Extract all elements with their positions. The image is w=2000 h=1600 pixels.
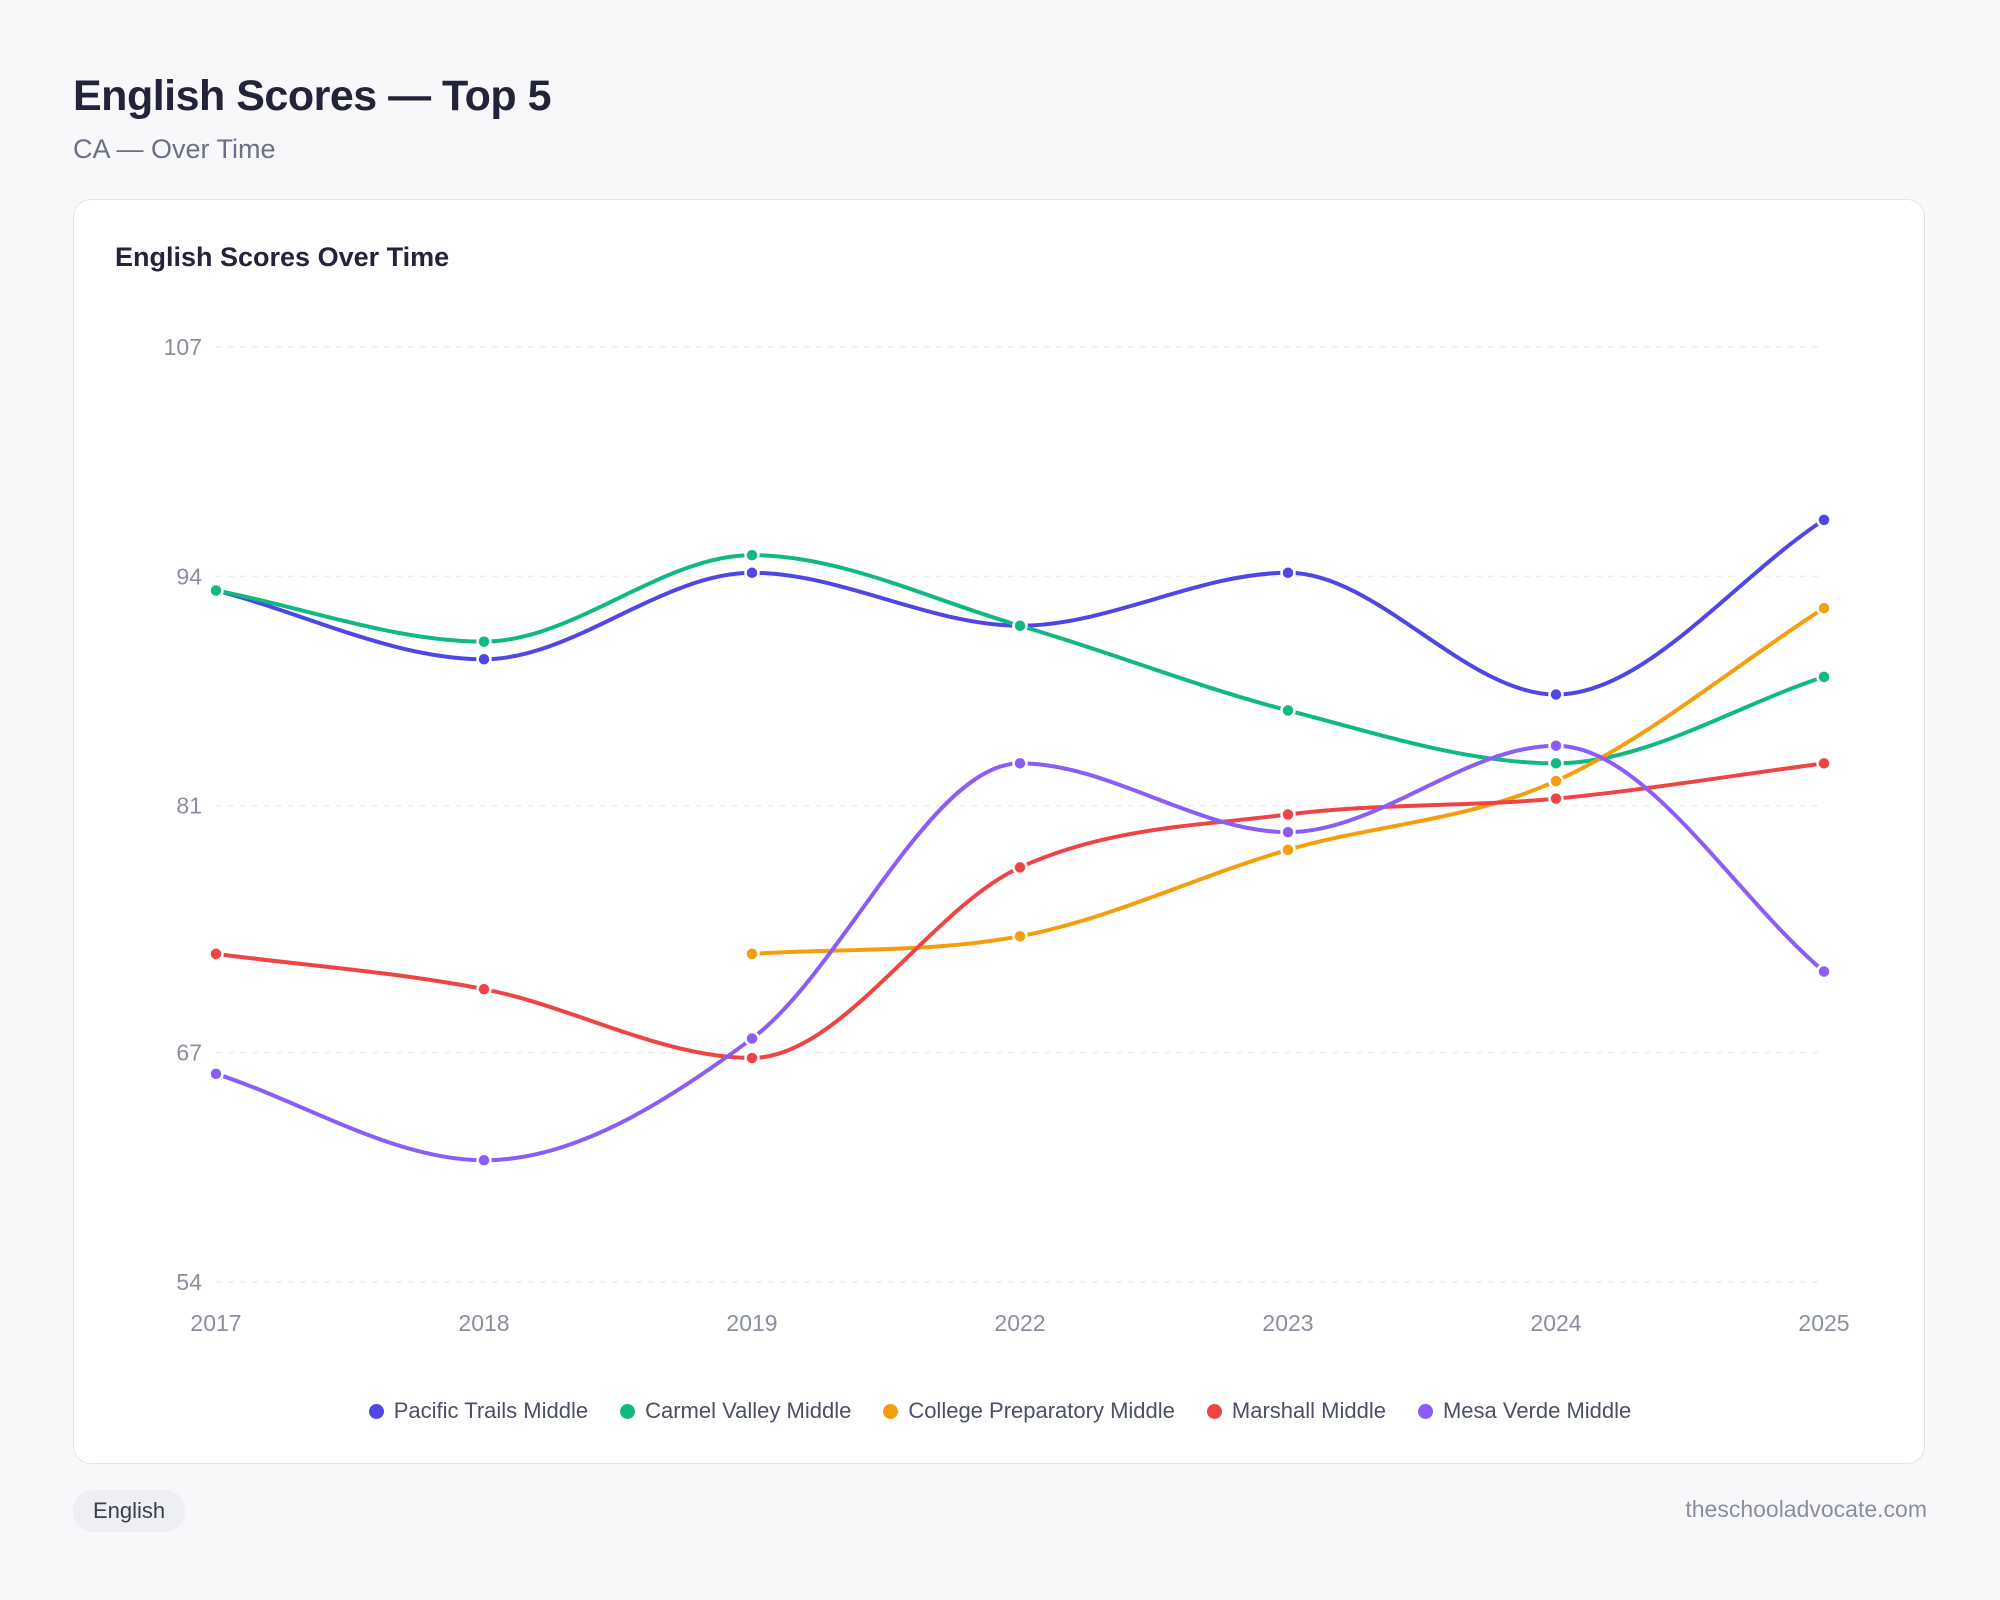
x-tick-label: 2023	[1262, 1310, 1313, 1336]
data-point[interactable]	[1816, 600, 1832, 616]
data-point[interactable]	[744, 547, 760, 563]
data-point[interactable]	[476, 651, 492, 668]
y-tick-label: 54	[176, 1269, 202, 1295]
data-point[interactable]	[476, 981, 492, 997]
x-tick-label: 2019	[726, 1310, 777, 1336]
subject-tag[interactable]: English	[73, 1490, 186, 1532]
data-point[interactable]	[1548, 737, 1564, 754]
y-tick-label: 81	[176, 793, 202, 819]
series-pacific-trails-middle	[208, 512, 1832, 703]
legend-label: College Preparatory Middle	[908, 1398, 1175, 1423]
data-point[interactable]	[1548, 755, 1564, 772]
legend-dot-icon	[883, 1403, 899, 1419]
data-point[interactable]	[1816, 512, 1832, 528]
x-tick-label: 2025	[1798, 1310, 1849, 1336]
x-tick-label: 2017	[190, 1310, 241, 1336]
series-line	[215, 743, 1826, 1163]
x-tick-label: 2022	[994, 1310, 1045, 1336]
legend-item[interactable]: Marshall Middle	[1206, 1398, 1386, 1424]
data-point[interactable]	[208, 582, 224, 599]
legend-dot-icon	[620, 1403, 636, 1419]
data-point[interactable]	[744, 946, 760, 962]
data-point[interactable]	[208, 1066, 224, 1082]
data-point[interactable]	[1012, 617, 1028, 634]
legend-label: Carmel Valley Middle	[645, 1398, 852, 1423]
series-college-preparatory-middle	[744, 600, 1832, 962]
data-point[interactable]	[1816, 963, 1832, 980]
page-subtitle: CA — Over Time	[73, 134, 276, 164]
legend-item[interactable]: College Preparatory Middle	[883, 1398, 1175, 1424]
legend-dot-icon	[1417, 1403, 1433, 1419]
series-mesa-verde-middle	[208, 737, 1832, 1169]
data-point[interactable]	[1012, 755, 1028, 772]
data-point[interactable]	[744, 1030, 760, 1047]
data-point[interactable]	[1548, 773, 1564, 789]
page-title: English Scores — Top 5	[73, 72, 552, 120]
x-tick-label: 2024	[1530, 1310, 1581, 1336]
legend-item[interactable]: Carmel Valley Middle	[620, 1398, 851, 1424]
data-point[interactable]	[1280, 842, 1296, 858]
series-marshall-middle	[208, 755, 1832, 1066]
chart-legend: Pacific Trails Middle Carmel Valley Middl…	[0, 1398, 2000, 1424]
series-line	[215, 518, 1826, 697]
data-point[interactable]	[1280, 702, 1296, 719]
series-line	[215, 761, 1825, 1060]
data-point[interactable]	[1012, 928, 1028, 944]
y-tick-label: 107	[164, 334, 202, 360]
data-point[interactable]	[476, 633, 492, 650]
data-point[interactable]	[1280, 824, 1296, 840]
card-background	[73, 199, 1925, 1464]
data-point[interactable]	[208, 946, 224, 962]
data-point[interactable]	[744, 1050, 760, 1066]
legend-label: Pacific Trails Middle	[393, 1398, 589, 1423]
data-point[interactable]	[1548, 790, 1564, 807]
data-point[interactable]	[1548, 686, 1564, 703]
data-point[interactable]	[1816, 669, 1832, 685]
data-point[interactable]	[1012, 859, 1028, 876]
legend-dot-icon	[368, 1403, 384, 1419]
data-point[interactable]	[744, 565, 760, 581]
legend-item[interactable]: Mesa Verde Middle	[1417, 1398, 1632, 1424]
data-point[interactable]	[1816, 755, 1832, 772]
series-carmel-valley-middle	[208, 547, 1832, 772]
y-tick-label: 67	[176, 1040, 202, 1066]
data-point[interactable]	[476, 1152, 492, 1169]
legend-label: Marshall Middle	[1231, 1398, 1386, 1423]
legend-dot-icon	[1206, 1403, 1222, 1419]
site-link[interactable]: theschooladvocate.com	[1685, 1496, 1927, 1522]
legend-item[interactable]: Pacific Trails Middle	[368, 1398, 589, 1424]
data-point[interactable]	[1280, 806, 1296, 823]
y-tick-label: 94	[176, 563, 202, 589]
series-line	[751, 606, 1826, 956]
x-tick-label: 2018	[458, 1310, 509, 1336]
legend-label: Mesa Verde Middle	[1442, 1398, 1632, 1423]
data-point[interactable]	[1280, 565, 1296, 581]
